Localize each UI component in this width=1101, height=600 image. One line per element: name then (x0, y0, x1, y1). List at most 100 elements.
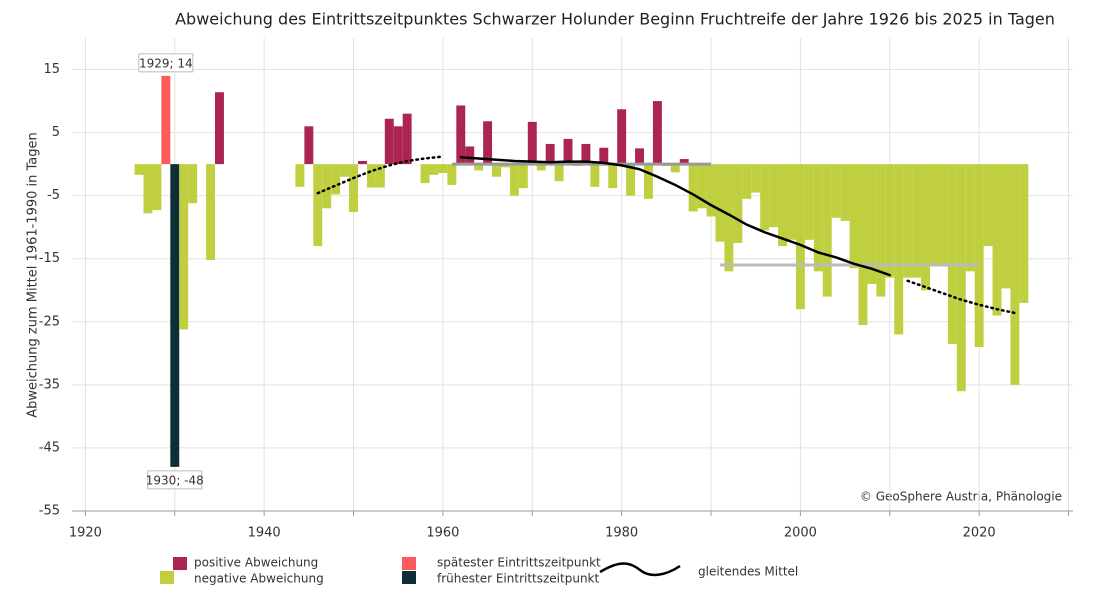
bar (143, 164, 153, 214)
bar (447, 164, 457, 185)
annotation: 1929; 14 (139, 56, 193, 70)
bar (501, 164, 510, 168)
bar (402, 113, 412, 165)
bar (340, 164, 350, 177)
bar (188, 164, 198, 204)
bar (965, 164, 975, 272)
y-tick-label: -5 (47, 188, 60, 203)
bar (1010, 164, 1020, 385)
y-tick-label: -35 (39, 377, 60, 392)
annotation: 1930; -48 (146, 473, 204, 487)
moving-average-line (316, 155, 445, 195)
bar (921, 164, 930, 291)
bar (947, 164, 957, 344)
legend-label: negative Abweichung (194, 572, 324, 586)
bar (778, 164, 787, 247)
y-tick-label: 15 (43, 62, 60, 77)
bar (438, 164, 448, 173)
bar (706, 164, 716, 217)
bar (903, 164, 913, 278)
y-tick-label: -15 (39, 251, 60, 266)
bar (974, 164, 984, 348)
legend-swatch (160, 571, 174, 584)
bar (536, 164, 546, 171)
bar (858, 164, 868, 325)
bar (912, 164, 922, 278)
y-tick-label: -45 (39, 440, 60, 455)
bar (885, 164, 895, 278)
bar (876, 164, 886, 297)
bar (527, 121, 537, 165)
bar (760, 164, 770, 231)
x-tick-label: 1980 (605, 526, 638, 541)
bar (670, 164, 680, 173)
bar (366, 164, 376, 188)
bar (992, 164, 1002, 316)
chart-title: Abweichung des Eintrittszeitpunktes Schw… (175, 10, 1055, 29)
bar (608, 164, 618, 189)
bar (304, 126, 314, 165)
bar (590, 164, 600, 187)
bar (161, 75, 171, 165)
bar (956, 164, 966, 392)
bar (715, 164, 725, 242)
legend-label: spätester Eintrittszeitpunkt (437, 556, 601, 570)
bar (465, 146, 475, 165)
annotation-box (147, 470, 203, 490)
bar (867, 164, 877, 284)
bar (804, 164, 814, 240)
bar (206, 164, 215, 260)
bar (152, 164, 162, 211)
bar (599, 147, 609, 165)
bar (1001, 164, 1011, 289)
bar (518, 164, 528, 189)
bar (688, 164, 698, 212)
bar (626, 164, 636, 196)
bar (938, 164, 948, 266)
bar (429, 164, 439, 175)
bar (456, 105, 466, 165)
legend-label: frühester Eintrittszeitpunkt (437, 572, 599, 586)
legend-swatch (402, 557, 416, 570)
bar (849, 164, 859, 269)
bar (795, 164, 805, 310)
bar (724, 164, 734, 272)
bar (751, 164, 761, 193)
bar (215, 92, 224, 165)
bar (840, 164, 850, 221)
bar (617, 109, 627, 165)
bar (393, 126, 403, 165)
bar (474, 164, 484, 171)
bar (545, 143, 555, 165)
legend-line-icon (599, 562, 681, 577)
bar (652, 101, 662, 165)
bar (581, 143, 591, 165)
bar (822, 164, 832, 297)
bar (554, 164, 564, 182)
bar (295, 164, 305, 187)
bar (894, 164, 904, 335)
bar (983, 164, 993, 247)
x-tick-label: 1960 (426, 526, 459, 541)
bar (831, 164, 841, 218)
bar (813, 164, 823, 272)
bar (134, 164, 144, 175)
x-tick-label: 2020 (963, 526, 996, 541)
bar (322, 164, 332, 209)
annotation-box (138, 53, 194, 73)
legend-swatch (173, 557, 187, 570)
y-tick-label: 5 (52, 125, 60, 140)
bar (331, 164, 341, 195)
bar (483, 121, 493, 165)
bar (1019, 164, 1029, 303)
bar (509, 164, 519, 196)
bar (733, 164, 743, 243)
bar (742, 164, 752, 199)
x-tick-label: 1940 (248, 526, 281, 541)
moving-average-line (906, 279, 1017, 315)
bar (492, 164, 501, 177)
credit: © GeoSphere Austria, Phänologie (860, 490, 1062, 504)
bar (375, 164, 385, 188)
legend-swatch (402, 571, 416, 584)
